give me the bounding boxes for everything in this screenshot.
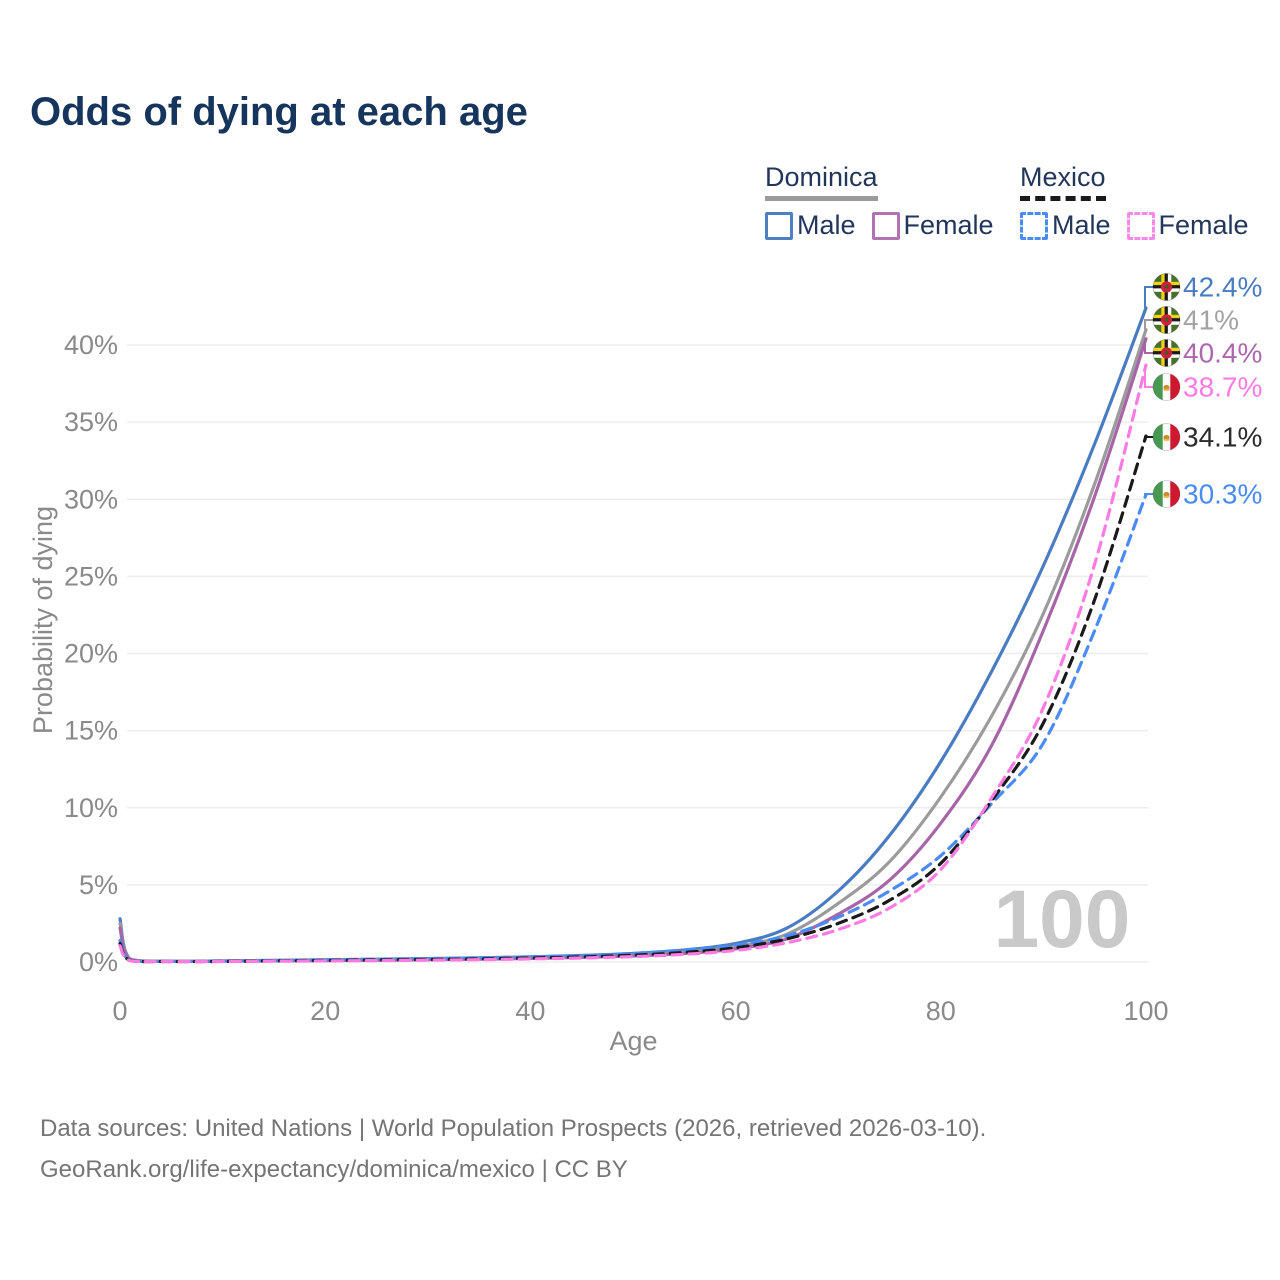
end-label-dominica: 41% <box>1183 305 1239 336</box>
mexico-flag-icon <box>1152 423 1181 451</box>
series-line-mexico[interactable] <box>118 434 1148 964</box>
y-tick-10%: 10% <box>64 793 118 823</box>
series-line-dominica-female[interactable] <box>118 337 1148 964</box>
y-tick-25%: 25% <box>64 561 118 591</box>
x-tick-20: 20 <box>310 996 340 1026</box>
dominica-flag-icon <box>1152 273 1181 301</box>
end-label-connector-mexico <box>1144 436 1153 438</box>
end-label-mexico-male: 30.3% <box>1183 479 1262 510</box>
dominica-flag-icon <box>1152 306 1181 334</box>
dominica-male-swatch-icon <box>765 211 793 240</box>
legend-item-dominica-male[interactable]: Male <box>765 210 856 241</box>
legend-group-mexico: Mexico Male Female <box>1020 162 1249 241</box>
end-label-connector-dominica <box>1144 319 1153 330</box>
mexico-female-swatch-icon <box>1126 211 1155 240</box>
age-watermark: 100 <box>994 874 1131 965</box>
y-tick-40%: 40% <box>64 330 118 360</box>
series-line-dominica[interactable] <box>118 328 1148 963</box>
y-tick-5%: 5% <box>79 870 118 900</box>
y-tick-35%: 35% <box>64 407 118 437</box>
dominica-female-swatch-icon <box>871 211 900 240</box>
footer-sources-line: Data sources: United Nations | World Pop… <box>40 1115 987 1142</box>
end-label-dominica-female: 40.4% <box>1183 338 1262 369</box>
dominica-flag-icon <box>1152 339 1181 367</box>
legend-header-mexico[interactable]: Mexico <box>1020 162 1106 201</box>
end-label-dominica-male: 42.4% <box>1183 272 1262 303</box>
y-tick-20%: 20% <box>64 639 118 669</box>
mexico-flag-icon <box>1152 373 1181 401</box>
y-tick-15%: 15% <box>64 716 118 746</box>
series-line-mexico-female[interactable] <box>118 363 1148 964</box>
mexico-flag-icon <box>1152 480 1181 508</box>
x-tick-100: 100 <box>1123 996 1168 1026</box>
footer-attribution-line: GeoRank.org/life-expectancy/dominica/mex… <box>40 1156 628 1183</box>
x-axis-title: Age <box>609 1026 657 1056</box>
end-label-connector-dominica-female <box>1144 338 1153 354</box>
end-label-mexico-female: 38.7% <box>1183 372 1262 403</box>
x-tick-40: 40 <box>515 996 545 1026</box>
y-axis-title: Probability of dying <box>28 506 58 734</box>
x-tick-0: 0 <box>112 996 127 1026</box>
legend-item-mexico-female[interactable]: Female <box>1126 210 1249 241</box>
x-tick-80: 80 <box>926 996 956 1026</box>
y-tick-30%: 30% <box>64 484 118 514</box>
page-title: Odds of dying at each age <box>30 90 528 134</box>
series-line-mexico-male[interactable] <box>118 493 1148 964</box>
legend-header-dominica[interactable]: Dominica <box>765 162 878 201</box>
mexico-male-swatch-icon <box>1020 211 1048 240</box>
legend-item-dominica-female[interactable]: Female <box>871 210 994 241</box>
data-source-footer: Data sources: United Nations | World Pop… <box>40 1108 986 1190</box>
x-tick-60: 60 <box>721 996 751 1026</box>
end-label-connector-mexico-female <box>1144 365 1153 388</box>
end-label-mexico: 34.1% <box>1183 422 1262 453</box>
y-tick-0%: 0% <box>79 947 118 977</box>
end-label-connector-dominica-male <box>1144 286 1153 308</box>
series-line-dominica-male[interactable] <box>118 306 1148 963</box>
end-label-connector-mexico-male <box>1144 493 1153 495</box>
legend-item-mexico-male[interactable]: Male <box>1020 210 1111 241</box>
legend-group-dominica: Dominica Male Female <box>765 162 994 241</box>
